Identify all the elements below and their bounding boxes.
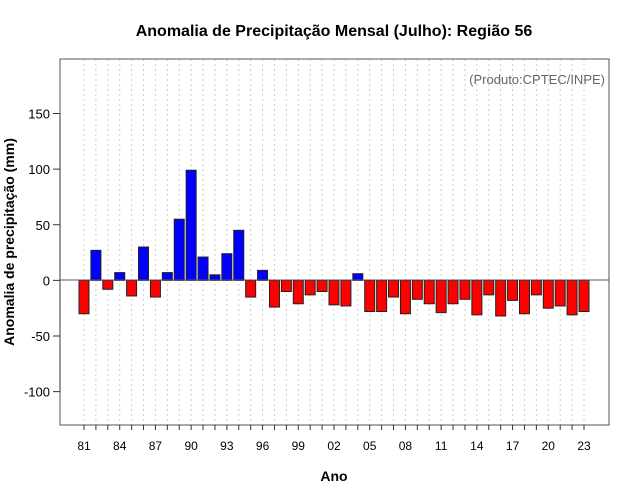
x-tick-label: 93 [220,439,234,453]
chart-title: Anomalia de Precipitação Mensal (Julho):… [136,23,533,40]
bar-87 [149,279,161,298]
bar-07 [388,279,400,298]
bar-14 [471,279,483,316]
bar-06 [376,279,388,313]
bar-10 [423,279,435,305]
bar-83 [102,279,114,290]
x-tick-label: 05 [363,439,377,453]
y-tick-label: -100 [24,385,50,400]
bar-22 [566,279,578,316]
x-tick-label: 02 [327,439,341,453]
source-annotation: (Produto:CPTEC/INPE) [469,72,605,87]
bar-02 [328,279,340,306]
bar-16 [495,279,507,317]
bar-82 [90,249,102,281]
bar-20 [542,279,554,309]
y-axis-label: Anomalia de precipitação (mm) [1,138,17,346]
x-tick-label: 84 [113,439,127,453]
x-tick-label: 99 [292,439,306,453]
bar-85 [126,279,138,297]
bar-88 [161,272,173,281]
y-tick-label: -50 [31,329,50,344]
bar-12 [447,279,459,305]
x-tick-label: 11 [435,439,448,453]
x-tick-label: 20 [542,439,556,453]
x-tick-label: 17 [506,439,520,453]
bar-21 [554,279,566,307]
bar-19 [530,279,542,296]
x-tick-label: 14 [470,439,484,453]
bar-05 [364,279,376,313]
bar-00 [304,279,316,296]
bar-09 [411,279,423,300]
bar-81 [78,279,90,315]
x-tick-label: 90 [184,439,198,453]
y-tick-label: 0 [43,273,50,288]
bar-13 [459,279,471,300]
bar-84 [114,272,126,281]
y-tick-label: 150 [28,107,50,122]
bar-98 [280,279,292,293]
bar-23 [578,279,590,313]
bar-86 [138,246,150,281]
bar-89 [173,218,185,281]
x-tick-label: 96 [256,439,270,453]
bar-95 [245,279,257,298]
x-tick-label: 81 [77,439,91,453]
bar-96 [257,269,269,281]
bar-08 [399,279,411,315]
bar-94 [233,229,245,281]
bar-97 [268,279,280,308]
bar-11 [435,279,447,314]
y-tick-label: 100 [28,162,50,177]
bar-04 [352,273,364,281]
x-axis-label: Ano [320,468,347,484]
bar-15 [483,279,495,296]
bar-03 [340,279,352,307]
bar-01 [316,279,328,293]
bar-99 [292,279,304,305]
x-tick-label: 23 [577,439,591,453]
bar-91 [197,256,209,281]
y-tick-label: 50 [36,218,50,233]
bar-90 [185,169,197,281]
x-tick-label: 08 [399,439,413,453]
x-tick-label: 87 [149,439,163,453]
bar-17 [507,279,519,301]
bar-18 [518,279,530,315]
bar-93 [221,253,233,281]
